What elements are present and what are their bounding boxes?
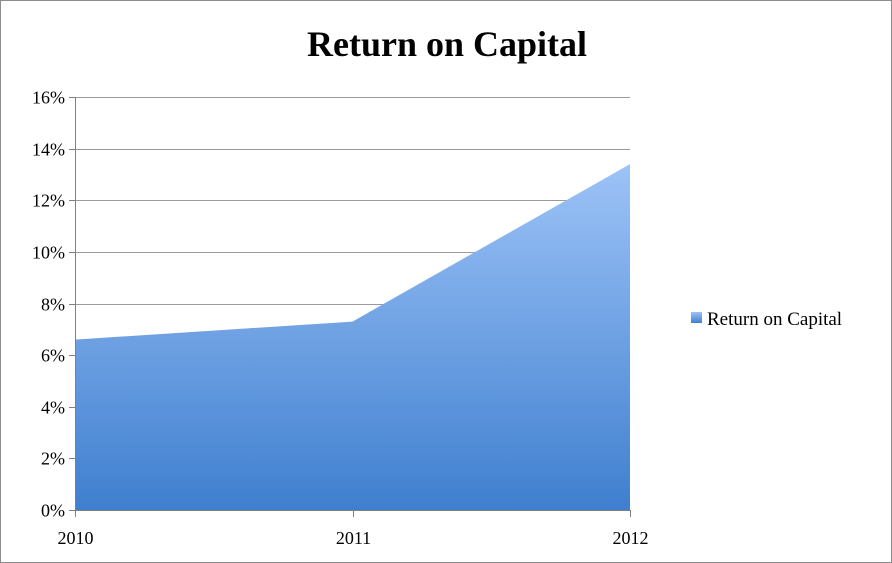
legend-label: Return on Capital (707, 309, 842, 330)
area-layer (75, 164, 630, 511)
y-tick-label: 14% (32, 140, 65, 160)
y-tick-label: 12% (32, 191, 65, 211)
y-tick-label: 4% (41, 398, 65, 418)
label-layer: 0% 2% 4% 6% 8% 10% 12% 14% 16% 2010 2011 2012 (32, 88, 649, 549)
y-tick-label: 0% (41, 501, 65, 521)
y-tick-label: 6% (41, 346, 65, 366)
y-tick-label: 16% (32, 88, 65, 108)
y-tick-label: 2% (41, 449, 65, 469)
area-series-return-on-capital (75, 164, 630, 511)
legend: Return on Capital (691, 309, 842, 330)
y-tick-label: 10% (32, 243, 65, 263)
y-tick-label: 8% (41, 295, 65, 315)
x-tick-label: 2011 (336, 528, 371, 548)
x-tick-label: 2012 (613, 528, 649, 548)
legend-marker (691, 312, 702, 323)
x-tick-label: 2010 (58, 528, 94, 548)
axis-layer (69, 97, 631, 517)
chart-title: Return on Capital (306, 24, 588, 64)
